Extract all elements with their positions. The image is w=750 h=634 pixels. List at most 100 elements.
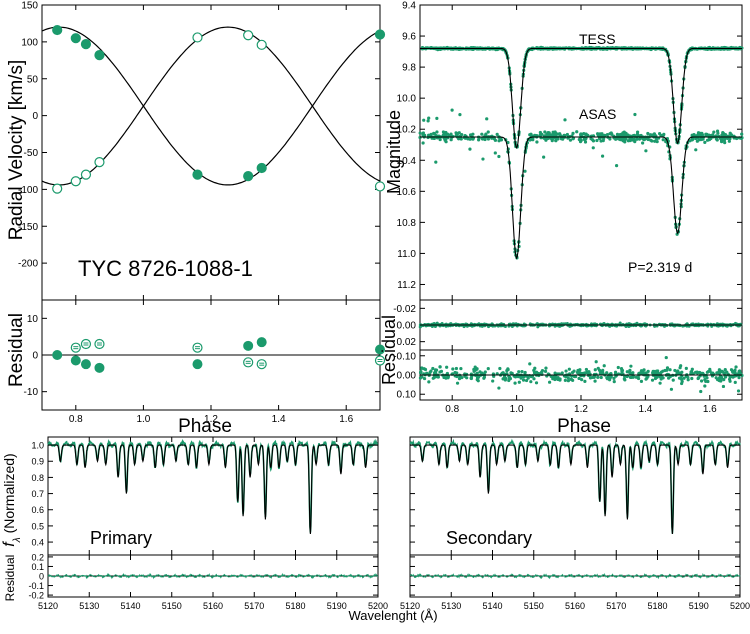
asas-residual-point (425, 371, 429, 375)
asas-residual-point (736, 389, 741, 393)
asas-residual-point (445, 371, 450, 376)
asas-residual-point (625, 370, 629, 374)
asas-point (664, 140, 668, 144)
y-tick-label: -150 (18, 222, 38, 233)
asas-point (493, 151, 497, 155)
y-tick-label: 0.5 (31, 521, 44, 531)
asas-point (468, 147, 472, 151)
y-tick-label: 10.4 (397, 156, 417, 167)
x-tick-label: 1.6 (703, 404, 717, 415)
asas-residual-point (664, 355, 668, 360)
primary-rv-point (52, 24, 63, 36)
asas-point (632, 133, 637, 137)
y-tick-label: 0.00 (397, 321, 417, 332)
asas-residual-point (593, 379, 597, 383)
secondary-rv-point (256, 39, 267, 50)
primary-residual-point (52, 350, 63, 360)
x-tick-label: 5150 (524, 601, 544, 611)
x-tick-label: 1.4 (272, 414, 286, 425)
asas-point (421, 141, 425, 145)
primary-label: Primary (90, 528, 152, 548)
secondary-rv-point (374, 181, 386, 192)
observed-spectrum (47, 438, 378, 533)
asas-residual-point (564, 369, 568, 373)
asas-point (653, 139, 657, 143)
asas-point (691, 137, 695, 141)
asas-point (455, 131, 459, 136)
asas-point (712, 130, 716, 134)
asas-residual-point (587, 370, 591, 374)
y-tick-label: 0.9 (31, 457, 44, 467)
asas-point (637, 137, 642, 141)
asas-point (540, 132, 544, 136)
asas-residual-point (556, 376, 560, 380)
tess-label: TESS (579, 31, 616, 47)
x-tick-label: 1.2 (204, 414, 218, 425)
asas-point (624, 137, 628, 141)
lc-y-axis-label: Magnitude (384, 110, 404, 194)
asas-point (655, 140, 659, 144)
y-tick-label: 11.0 (397, 249, 416, 260)
asas-residual-point (588, 376, 593, 380)
asas-point (434, 160, 438, 164)
secondary-residual-point (94, 338, 105, 350)
secondary-rv-point (94, 156, 105, 168)
asas-residual-point (644, 371, 648, 375)
asas-residual-point (616, 365, 620, 370)
asas-point (449, 138, 453, 142)
y-tick-label: 0.00 (397, 371, 417, 382)
asas-residual-point (543, 369, 548, 374)
asas-residual-point (519, 374, 523, 379)
asas-residual-point (675, 370, 679, 375)
asas-residual-point (731, 370, 735, 374)
x-tick-label: 1.0 (136, 414, 150, 425)
asas-point (623, 140, 627, 144)
asas-residual-point (658, 375, 663, 379)
asas-point (480, 132, 484, 136)
asas-point (579, 132, 584, 136)
x-tick-label: 5130 (79, 601, 99, 611)
y-tick-label: 10.0 (397, 94, 417, 105)
asas-residual-point (690, 367, 694, 371)
asas-residual-point (612, 380, 616, 384)
primary-rv-point (374, 29, 386, 40)
secondary-rv-point (192, 32, 203, 43)
asas-residual-point (625, 374, 629, 379)
y-tick-label: 150 (21, 1, 38, 12)
secondary-spectrum-residual-plot: 5120 5130 5140 5150 5160 5170 5180 5190 5200 (400, 554, 750, 611)
asas-point (550, 132, 555, 137)
y-tick-label: 10.8 (397, 218, 417, 229)
asas-point (426, 119, 430, 123)
asas-residual-point (637, 371, 642, 375)
asas-point (542, 155, 546, 159)
y-tick-label: 100 (21, 37, 38, 48)
asas-residual-point (453, 370, 457, 375)
asas-residual-point (563, 378, 567, 382)
x-tick-label: 5140 (482, 601, 502, 611)
x-tick-label: 5200 (730, 601, 750, 611)
primary-rv-point (94, 50, 105, 61)
asas-residual-point (608, 374, 612, 378)
asas-residual-point (482, 375, 487, 379)
secondary-residual-point (192, 342, 203, 353)
asas-residual-point (569, 377, 573, 381)
spectrum-y-axis-label: fλ (Normalized) (1, 453, 23, 546)
asas-residual-point (703, 384, 707, 388)
asas-residual-point (528, 362, 532, 366)
x-tick-label: 0.8 (445, 404, 459, 415)
asas-residual-point (641, 370, 645, 374)
asas-point (648, 133, 653, 137)
asas-residual-point (524, 378, 529, 383)
primary-rv-point (80, 38, 92, 50)
y-tick-label: -10 (24, 387, 39, 398)
asas-residual-point (584, 367, 589, 372)
asas-residual-point (738, 372, 742, 377)
asas-residual-point (605, 377, 610, 381)
asas-residual-point (598, 371, 602, 375)
asas-residual-point (596, 375, 600, 379)
y-tick-label: 9.6 (402, 32, 416, 43)
asas-residual-point (628, 371, 632, 375)
x-tick-label: 5160 (565, 601, 585, 611)
rv-y-axis-label: Radial Velocity [km/s] (6, 60, 27, 241)
asas-residual-point (419, 369, 423, 374)
